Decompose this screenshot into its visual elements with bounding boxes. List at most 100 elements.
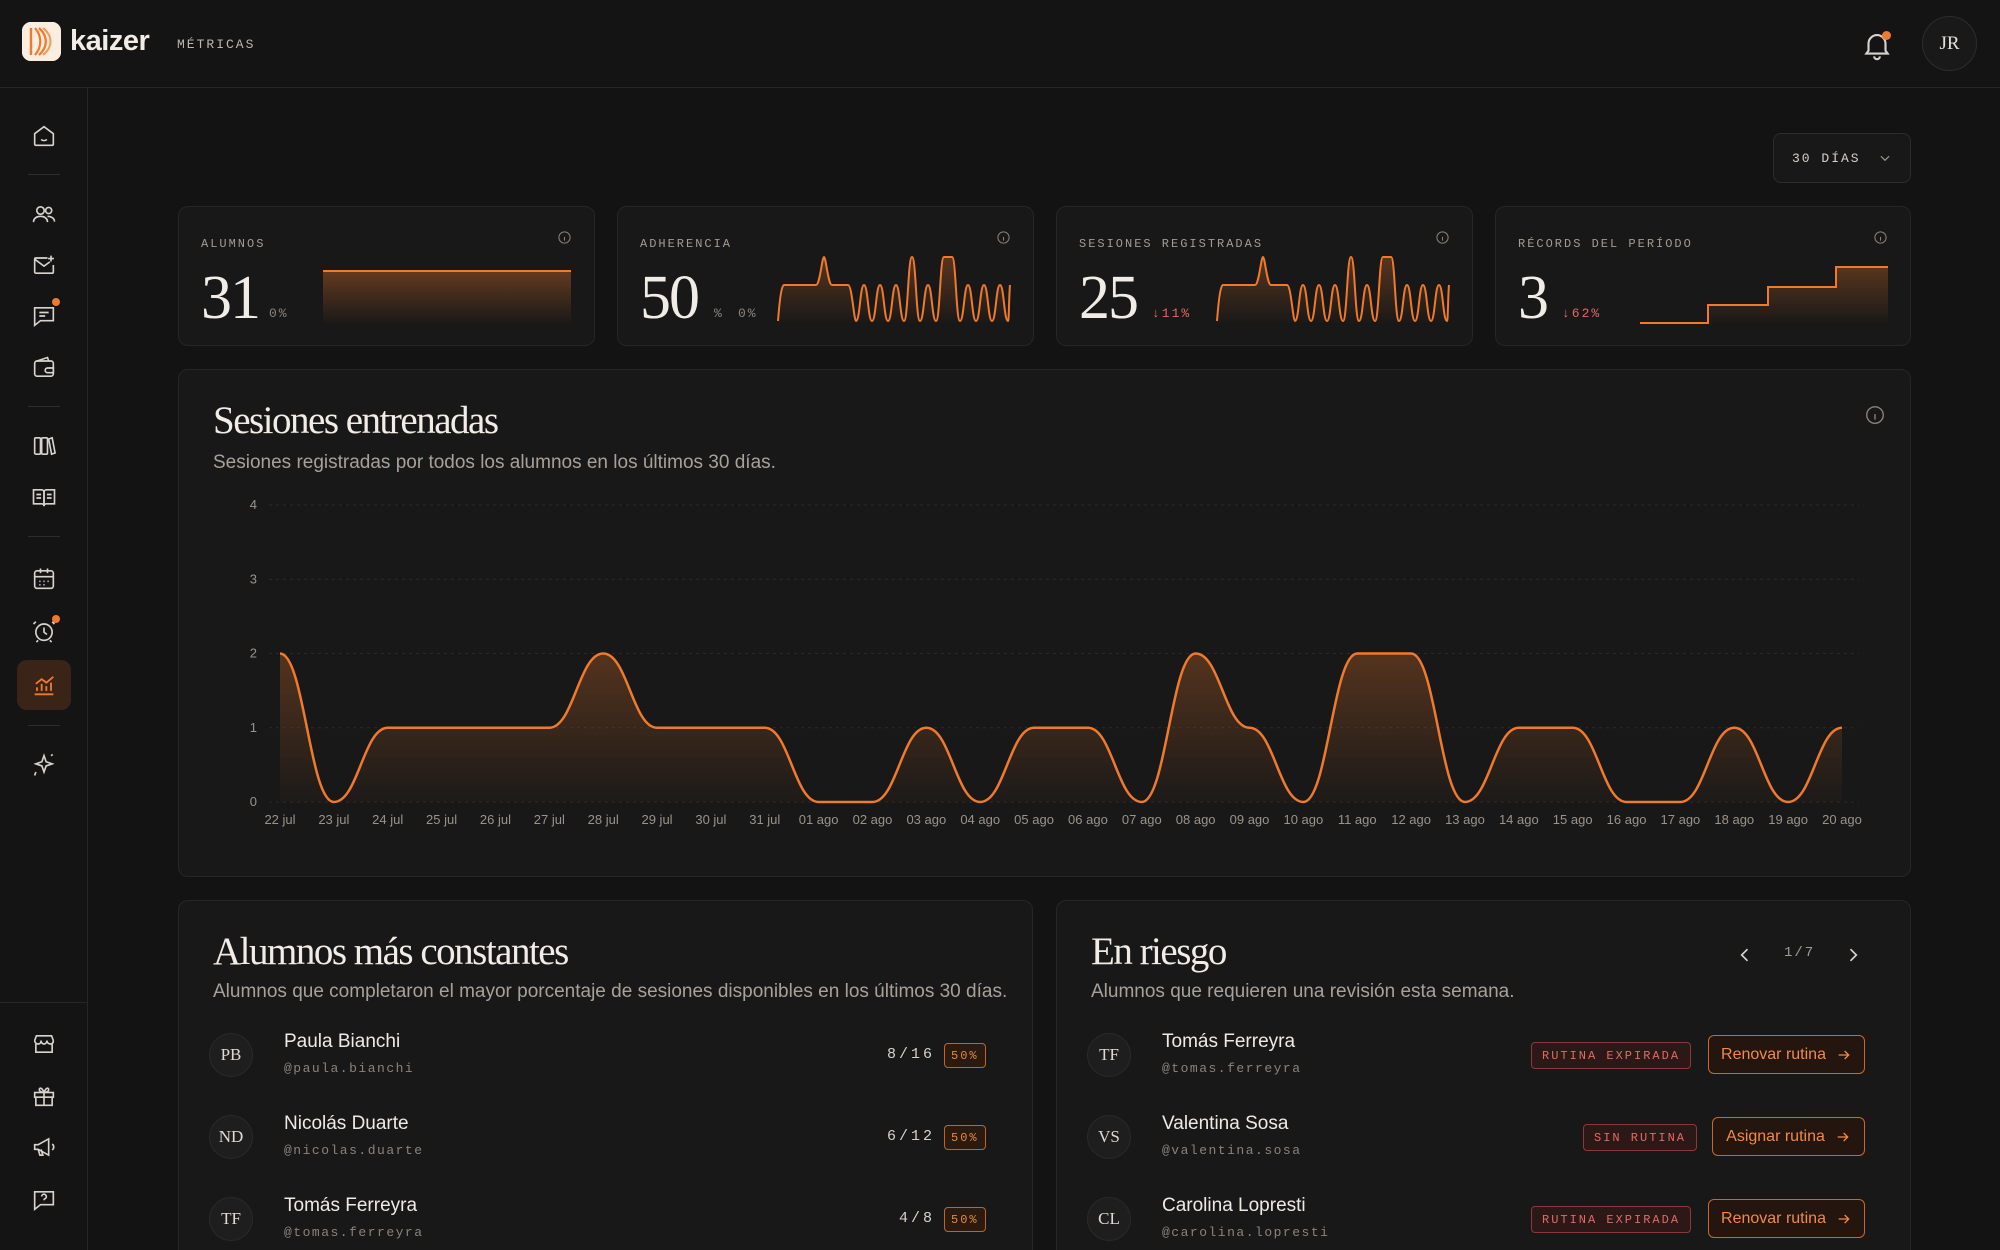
sessions-chart-title: Sesiones entrenadas [213,399,499,442]
home-icon [33,125,55,147]
list-item[interactable]: TF Tomás Ferreyra @tomas.ferreyra 4/8 50… [179,1195,1032,1250]
status-badge: SIN RUTINA [1583,1124,1698,1151]
x-tick-label: 24 jul [372,812,403,827]
top-bar: kaizer MÉTRICAS JR [0,0,2000,88]
x-tick-label: 04 ago [960,812,1000,827]
renew-routine-button[interactable]: Renovar rutina [1708,1035,1865,1074]
kpi-delta: 0% [738,306,758,321]
kpi-delta: 0% [269,306,289,321]
sidebar-item-help[interactable] [17,1175,71,1225]
info-icon[interactable] [1873,230,1888,245]
sessions-ratio: 4/8 [899,1210,936,1227]
chart-icon [34,676,54,696]
user-avatar[interactable]: JR [1922,16,1977,71]
info-icon[interactable] [557,230,572,245]
sparkles-icon [33,753,55,776]
student-name: Tomás Ferreyra [1162,1031,1296,1052]
sidebar-item-ai[interactable] [17,740,71,790]
top-students-card: Alumnos más constantes Alumnos que compl… [178,900,1033,1250]
at-risk-title: En riesgo [1091,930,1227,973]
arrow-right-icon [1837,1132,1849,1141]
x-tick-label: 08 ago [1176,812,1216,827]
sidebar-item-reminders[interactable] [17,606,71,656]
sidebar-item-wallet[interactable] [17,343,71,393]
kpi-unit: % [714,306,724,321]
x-tick-label: 27 jul [534,812,565,827]
x-tick-label: 16 ago [1607,812,1647,827]
at-risk-card: En riesgo Alumnos que requieren una revi… [1056,900,1911,1250]
kpi-card-records: RÉCORDS DEL PERÍODO 3 ↓62% [1495,206,1911,346]
sidebar-item-home[interactable] [17,111,71,161]
avatar: PB [209,1033,253,1077]
x-tick-label: 01 ago [799,812,839,827]
kaizer-logo[interactable] [22,22,61,61]
kpi-label: ADHERENCIA [640,237,733,251]
sidebar-item-mail[interactable] [17,240,71,290]
chat-notification-dot [52,298,60,306]
student-name: Tomás Ferreyra [284,1195,418,1216]
student-handle: @tomas.ferreyra [1162,1061,1302,1076]
chevron-right-icon[interactable] [1843,945,1863,965]
help-icon [33,1191,55,1212]
x-tick-label: 13 ago [1445,812,1485,827]
x-tick-label: 05 ago [1014,812,1054,827]
list-item[interactable]: PB Paula Bianchi @paula.bianchi 8/16 50% [179,1031,1032,1111]
sidebar-item-guides[interactable] [17,473,71,523]
x-tick-label: 20 ago [1822,812,1862,827]
chat-icon [33,307,55,328]
student-handle: @paula.bianchi [284,1061,415,1076]
x-tick-label: 23 jul [318,812,349,827]
kpi-card-adherencia: ADHERENCIA 50 % 0% [617,206,1034,346]
kpi-sparkline [1640,266,1888,325]
sidebar-item-library[interactable] [17,421,71,471]
sidebar-item-store[interactable] [17,1019,71,1069]
sessions-chart-card: Sesiones entrenadas Sesiones registradas… [178,369,1911,877]
sidebar-item-calendar[interactable] [17,554,71,604]
top-students-title: Alumnos más constantes [213,930,569,973]
student-name: Nicolás Duarte [284,1113,409,1134]
x-tick-label: 02 ago [853,812,893,827]
date-range-select[interactable]: 30 DÍAS [1773,133,1911,183]
student-name: Carolina Lopresti [1162,1195,1306,1216]
list-item: CL Carolina Lopresti @carolina.lopresti … [1057,1195,1910,1250]
percent-badge: 50% [944,1207,986,1232]
assign-routine-button[interactable]: Asignar rutina [1712,1117,1865,1156]
sidebar-item-chat[interactable] [17,291,71,341]
student-handle: @carolina.lopresti [1162,1225,1330,1240]
y-tick-label: 1 [250,720,257,735]
info-icon[interactable] [1435,230,1450,245]
mail-icon [33,255,55,274]
kpi-value: 31 [201,264,261,332]
notification-dot [1882,31,1891,40]
avatar: TF [209,1197,253,1241]
x-tick-label: 18 ago [1714,812,1754,827]
x-tick-label: 10 ago [1283,812,1323,827]
info-icon[interactable] [1864,404,1886,426]
open-book-icon [32,489,56,507]
calendar-icon [33,568,55,590]
renew-routine-button[interactable]: Renovar rutina [1708,1199,1865,1238]
sidebar-item-announcements[interactable] [17,1122,71,1172]
button-label: Asignar rutina [1726,1127,1825,1145]
x-tick-label: 14 ago [1499,812,1539,827]
sidebar-item-users[interactable] [17,189,71,239]
y-tick-label: 3 [250,571,257,586]
sidebar-item-gifts[interactable] [17,1071,71,1121]
y-tick-label: 4 [250,497,257,512]
list-item[interactable]: ND Nicolás Duarte @nicolas.duarte 6/12 5… [179,1113,1032,1193]
x-tick-label: 28 jul [588,812,619,827]
x-tick-label: 29 jul [641,812,672,827]
users-icon [32,205,56,223]
avatar: ND [209,1115,253,1159]
info-icon[interactable] [996,230,1011,245]
bell-icon[interactable] [1860,28,1894,62]
x-tick-label: 31 jul [749,812,780,827]
arrow-right-icon [1838,1050,1850,1059]
chevron-left-icon[interactable] [1735,945,1755,965]
x-tick-label: 07 ago [1122,812,1162,827]
x-tick-label: 22 jul [264,812,295,827]
student-handle: @tomas.ferreyra [284,1225,424,1240]
x-tick-label: 30 jul [695,812,726,827]
breadcrumb: MÉTRICAS [177,37,256,52]
sidebar-item-metrics[interactable] [17,660,71,710]
